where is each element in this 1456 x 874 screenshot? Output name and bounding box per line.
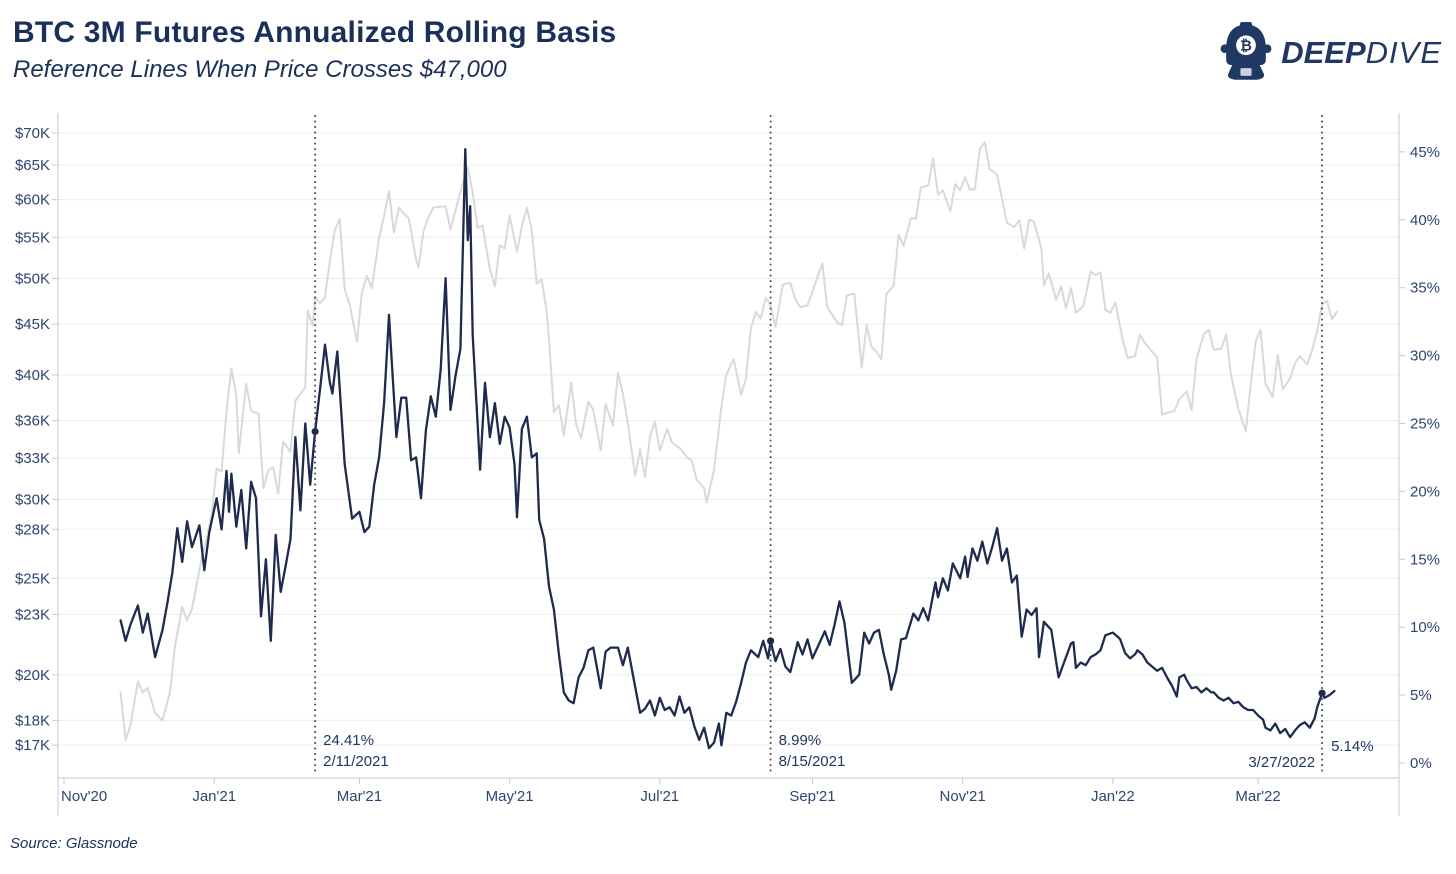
y-right-tick-label: 45% [1410,144,1440,161]
x-tick-label: Mar'21 [337,788,382,805]
annotation-date: 3/27/2022 [1248,754,1315,771]
x-tick-label: Nov'21 [940,788,986,805]
y-right-tick-label: 40% [1410,212,1440,229]
x-tick-label: Jan'21 [192,788,236,805]
y-left-tick-label: $36K [15,413,50,430]
x-tick-label: Nov'20 [61,788,107,805]
y-left-tick-label: $25K [15,570,50,587]
deepdive-logo: ₿ DEEPDIVE [1220,22,1442,84]
y-left-tick-label: $40K [15,367,50,384]
annotation-date: 8/15/2021 [779,753,846,770]
x-tick-label: Sep'21 [789,788,835,805]
price-line [119,141,1338,742]
x-tick-label: Mar'22 [1235,788,1280,805]
y-right-tick-label: 30% [1410,348,1440,365]
y-right-tick-label: 15% [1410,551,1440,568]
basis-line [119,148,1336,750]
crossing-marker [766,637,775,645]
page-subtitle: Reference Lines When Price Crosses $47,0… [13,56,507,83]
y-left-tick-label: $70K [15,125,50,142]
y-right-tick-label: 25% [1410,416,1440,433]
annotation-date: 2/11/2021 [323,753,389,770]
y-left-tick-label: $28K [15,521,50,538]
x-tick-label: Jul'21 [640,788,679,805]
crossing-marker [1318,689,1326,697]
x-tick-label: Jan'22 [1091,788,1135,805]
y-left-tick-label: $17K [15,737,50,754]
deepdive-wordmark: DEEPDIVE [1281,35,1442,71]
diving-helmet-icon: ₿ [1220,22,1272,80]
y-left-tick-label: $33K [15,450,50,467]
logo-word-dive: DIVE [1365,35,1442,70]
y-left-tick-label: $18K [15,712,50,729]
y-left-tick-label: $65K [15,157,50,174]
crossing-marker [311,427,319,436]
y-right-tick-label: 20% [1410,483,1440,500]
annotation-basis-value: 24.41% [323,732,374,749]
y-left-tick-label: $30K [15,491,50,508]
y-left-tick-label: $45K [15,316,50,333]
y-right-tick-label: 35% [1410,280,1440,297]
y-left-tick-label: $20K [15,667,50,684]
y-right-tick-label: 5% [1410,687,1432,704]
annotation-basis-value: 8.99% [779,732,822,749]
y-left-tick-label: $60K [15,192,50,209]
bitcoin-glyph: ₿ [1240,37,1252,54]
annotation-basis-value: 5.14% [1331,738,1374,755]
logo-word-deep: DEEP [1281,35,1366,70]
y-right-tick-label: 0% [1410,755,1432,772]
y-left-tick-label: $50K [15,271,50,288]
y-left-tick-label: $23K [15,606,50,623]
y-left-tick-label: $55K [15,229,50,246]
y-right-tick-label: 10% [1410,619,1440,636]
page-title: BTC 3M Futures Annualized Rolling Basis [13,16,617,49]
source-credit: Source: Glassnode [10,835,138,852]
x-tick-label: May'21 [486,788,534,805]
